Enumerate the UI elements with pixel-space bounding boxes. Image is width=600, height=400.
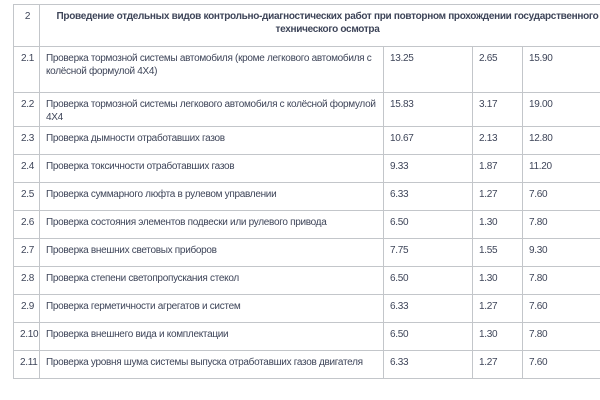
row-number: 2.9: [13, 294, 40, 323]
table-row: 2.5 Проверка суммарного люфта в рулевом …: [13, 182, 600, 211]
price-value: 7.80: [521, 322, 600, 351]
table-row: 2.11 Проверка уровня шума системы выпуск…: [13, 350, 600, 379]
service-name: Проверка внешнего вида и комплектации: [39, 322, 384, 351]
service-name: Проверка внешних световых приборов: [39, 238, 384, 267]
price-value: 1.55: [472, 238, 523, 267]
service-name: Проверка степени светопропускания стекол: [39, 266, 384, 295]
price-value: 1.87: [472, 154, 523, 183]
price-value: 3.17: [472, 92, 523, 127]
price-value: 7.80: [521, 210, 600, 239]
price-value: 11.20: [521, 154, 600, 183]
row-number: 2.1: [13, 46, 40, 93]
service-name: Проверка герметичности агрегатов и систе…: [39, 294, 384, 323]
price-value: 1.27: [472, 350, 523, 379]
section-title: Проведение отдельных видов контрольно-ди…: [38, 4, 600, 47]
price-value: 7.60: [521, 350, 600, 379]
price-value: 2.65: [472, 46, 523, 93]
service-name: Проверка токсичности отработавших газов: [39, 154, 384, 183]
service-name: Проверка тормозной системы автомобиля (к…: [39, 46, 384, 93]
table-row: 2.2 Проверка тормозной системы легкового…: [13, 92, 600, 127]
table-row: 2.8 Проверка степени светопропускания ст…: [13, 266, 600, 295]
price-value: 7.60: [521, 294, 600, 323]
price-value: 15.90: [521, 46, 600, 93]
price-value: 1.30: [472, 266, 523, 295]
section-number: 2: [13, 4, 40, 47]
row-number: 2.3: [13, 126, 40, 155]
price-value: 6.33: [383, 294, 473, 323]
service-name: Проверка тормозной системы легкового авт…: [39, 92, 384, 127]
price-value: 7.75: [383, 238, 473, 267]
row-number: 2.6: [13, 210, 40, 239]
service-name: Проверка дымности отработавших газов: [39, 126, 384, 155]
table-row: 2.1 Проверка тормозной системы автомобил…: [13, 46, 600, 93]
row-number: 2.8: [13, 266, 40, 295]
price-value: 1.27: [472, 182, 523, 211]
price-value: 1.30: [472, 210, 523, 239]
price-value: 6.33: [383, 350, 473, 379]
price-value: 10.67: [383, 126, 473, 155]
price-value: 15.83: [383, 92, 473, 127]
price-value: 6.50: [383, 210, 473, 239]
price-value: 9.33: [383, 154, 473, 183]
row-number: 2.10: [13, 322, 40, 351]
table-row: 2.7 Проверка внешних световых приборов 7…: [13, 238, 600, 267]
row-number: 2.2: [13, 92, 40, 127]
price-value: 7.80: [521, 266, 600, 295]
table-row: 2.4 Проверка токсичности отработавших га…: [13, 154, 600, 183]
price-value: 2.13: [472, 126, 523, 155]
service-name: Проверка суммарного люфта в рулевом упра…: [39, 182, 384, 211]
table-row: 2.10 Проверка внешнего вида и комплектац…: [13, 322, 600, 351]
price-value: 1.27: [472, 294, 523, 323]
service-name: Проверка уровня шума системы выпуска отр…: [39, 350, 384, 379]
price-value: 1.30: [472, 322, 523, 351]
row-number: 2.7: [13, 238, 40, 267]
price-value: 7.60: [521, 182, 600, 211]
price-value: 6.50: [383, 266, 473, 295]
table-row: 2.9 Проверка герметичности агрегатов и с…: [13, 294, 600, 323]
table-row: 2.6 Проверка состояния элементов подвеск…: [13, 210, 600, 239]
row-number: 2.11: [13, 350, 40, 379]
table-row: 2.3 Проверка дымности отработавших газов…: [13, 126, 600, 155]
price-value: 19.00: [521, 92, 600, 127]
row-number: 2.4: [13, 154, 40, 183]
price-value: 13.25: [383, 46, 473, 93]
price-value: 9.30: [521, 238, 600, 267]
row-number: 2.5: [13, 182, 40, 211]
section-header-row: 2 Проведение отдельных видов контрольно-…: [13, 4, 600, 47]
price-value: 6.33: [383, 182, 473, 211]
inspection-price-table: 2 Проведение отдельных видов контрольно-…: [13, 4, 600, 379]
price-value: 6.50: [383, 322, 473, 351]
price-value: 12.80: [521, 126, 600, 155]
service-name: Проверка состояния элементов подвески ил…: [39, 210, 384, 239]
